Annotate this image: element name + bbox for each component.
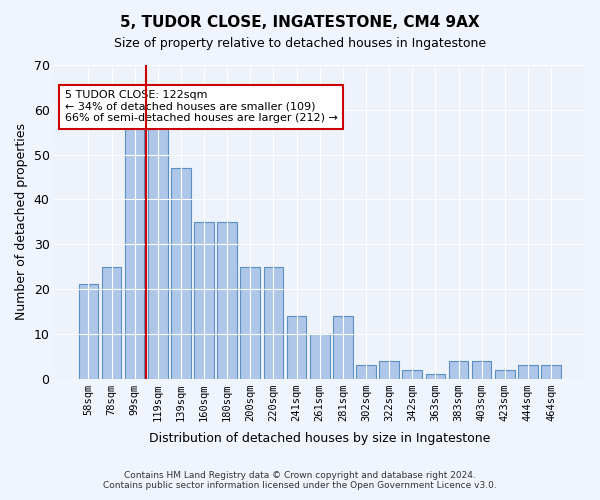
Text: 5, TUDOR CLOSE, INGATESTONE, CM4 9AX: 5, TUDOR CLOSE, INGATESTONE, CM4 9AX [120,15,480,30]
Bar [79,284,98,378]
Bar [241,266,260,378]
Text: Contains HM Land Registry data © Crown copyright and database right 2024.
Contai: Contains HM Land Registry data © Crown c… [103,470,497,490]
Text: 5 TUDOR CLOSE: 122sqm
← 34% of detached houses are smaller (109)
66% of semi-det: 5 TUDOR CLOSE: 122sqm ← 34% of detached … [65,90,338,124]
Bar [263,266,283,378]
Bar [287,316,307,378]
Bar [101,266,121,378]
Bar [495,370,515,378]
Bar [171,168,191,378]
Bar [472,360,491,378]
Bar [356,365,376,378]
Bar [425,374,445,378]
Bar [310,334,329,378]
Bar [217,222,237,378]
X-axis label: Distribution of detached houses by size in Ingatestone: Distribution of detached houses by size … [149,432,490,445]
Bar [333,316,353,378]
Bar [518,365,538,378]
Bar [379,360,399,378]
Y-axis label: Number of detached properties: Number of detached properties [15,124,28,320]
Bar [194,222,214,378]
Text: Size of property relative to detached houses in Ingatestone: Size of property relative to detached ho… [114,38,486,51]
Bar [125,118,145,378]
Bar [449,360,469,378]
Bar [403,370,422,378]
Bar [148,118,167,378]
Bar [541,365,561,378]
